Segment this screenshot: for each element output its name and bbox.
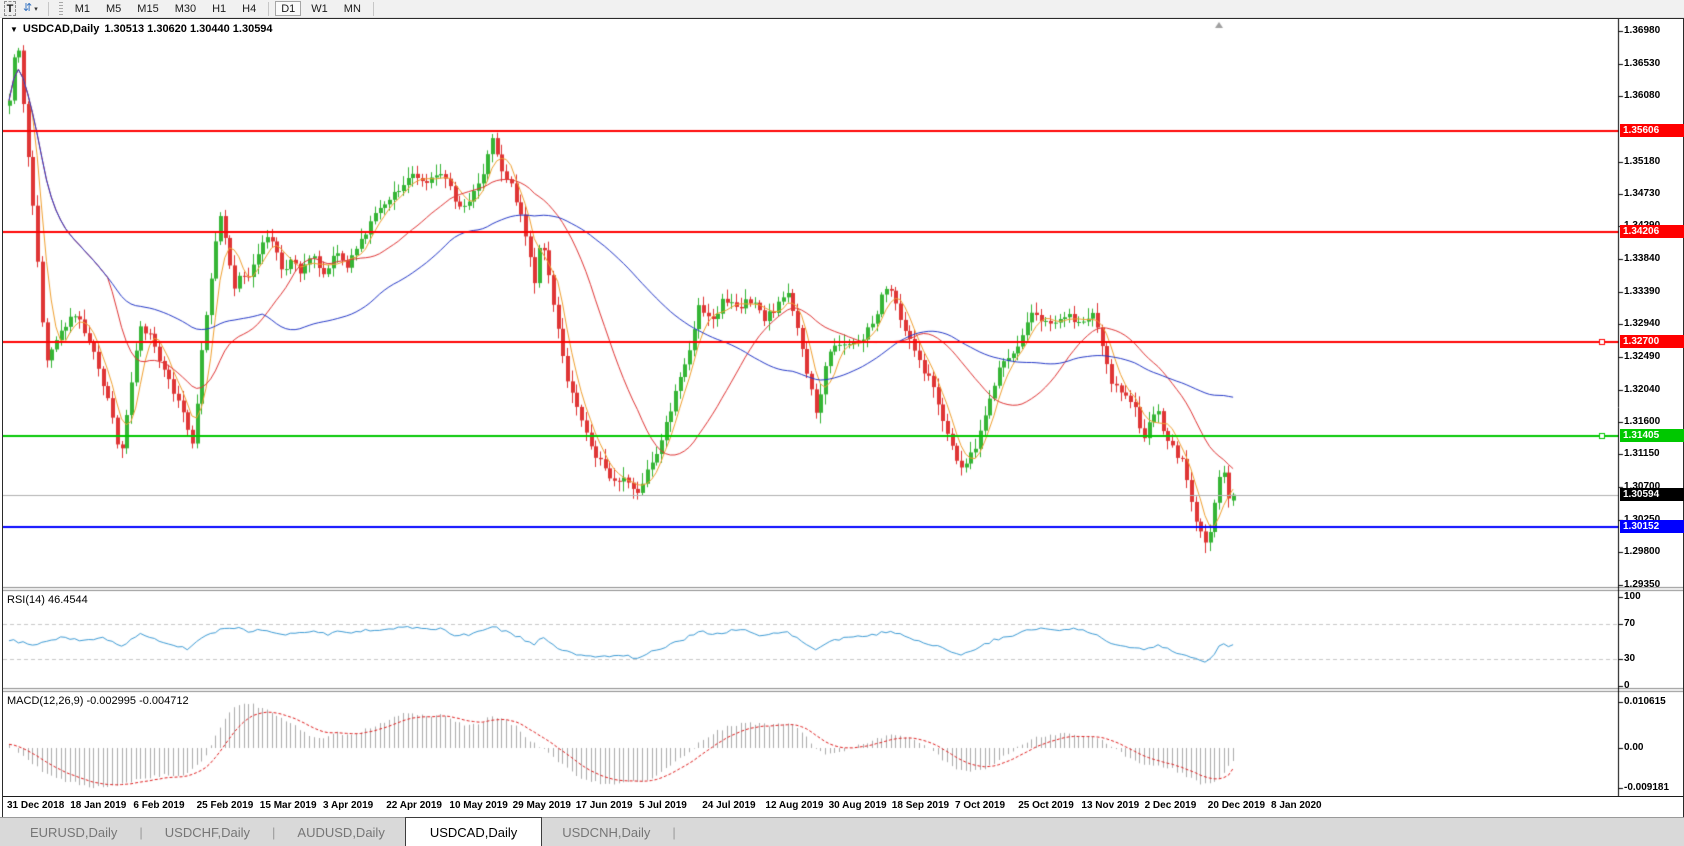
date-label: 25 Feb 2019	[196, 800, 254, 811]
toolbar-separator	[47, 1, 49, 16]
price-level-label[interactable]: 1.31405	[1620, 429, 1684, 442]
date-axis[interactable]: 31 Dec 2018 18 Jan 2019 6 Feb 2019 25 Feb 2…	[3, 796, 1683, 817]
date-label: 3 Apr 2019	[323, 800, 374, 811]
date-label: 17 Jun 2019	[575, 800, 633, 811]
price-tick-label: 1.35180	[1624, 156, 1661, 167]
timeframe-button-m15[interactable]: M15	[131, 1, 164, 16]
timeframe-button-w1[interactable]: W1	[305, 1, 334, 16]
timeframe-button-m30[interactable]: M30	[169, 1, 202, 16]
text-tool-button[interactable]: T	[4, 1, 16, 16]
timeframe-button-mn[interactable]: MN	[338, 1, 367, 16]
price-tick-label: 1.36980	[1624, 25, 1661, 36]
date-label: 2 Dec 2019	[1144, 800, 1197, 811]
date-label: 30 Aug 2019	[828, 800, 887, 811]
date-label: 15 Mar 2019	[259, 800, 317, 811]
timeframe-button-h4[interactable]: H4	[236, 1, 262, 16]
date-label: 24 Jul 2019	[702, 800, 756, 811]
price-tick-label: 1.29800	[1624, 546, 1661, 557]
tab-usdchf-daily[interactable]: USDCHF,Daily	[164, 824, 251, 840]
date-label: 29 May 2019	[512, 800, 571, 811]
macd-tick-label: 0.010615	[1624, 696, 1666, 707]
window-menu-icon[interactable]: ▼	[10, 24, 18, 34]
price-level-label[interactable]: 1.35606	[1620, 124, 1684, 137]
date-label: 7 Oct 2019	[955, 800, 1006, 811]
date-label: 20 Dec 2019	[1207, 800, 1266, 811]
price-tick-label: 1.32040	[1624, 384, 1661, 395]
price-level-label[interactable]: 1.34206	[1620, 225, 1684, 238]
rsi-tick-label: 0	[1624, 680, 1630, 691]
date-label: 25 Oct 2019	[1018, 800, 1074, 811]
date-label: 6 Feb 2019	[133, 800, 185, 811]
timeframe-button-m1[interactable]: M1	[69, 1, 96, 16]
chart-ohlc-values: 1.30513 1.30620 1.30440 1.30594	[104, 23, 273, 35]
tab-usdcad-daily[interactable]: USDCAD,Daily	[404, 817, 543, 846]
toolbar-separator	[372, 1, 374, 16]
price-tick-label: 1.29350	[1624, 579, 1661, 590]
chart-window: ▼ USDCAD,Daily 1.30513 1.30620 1.30440 1…	[2, 18, 1684, 817]
date-label: 31 Dec 2018	[7, 800, 65, 811]
price-chart-canvas[interactable]	[3, 19, 1683, 796]
macd-tick-label: -0.009181	[1624, 782, 1670, 793]
bid-price-label: 1.30594	[1620, 488, 1684, 501]
date-label: 12 Aug 2019	[765, 800, 824, 811]
rsi-tick-label: 100	[1624, 591, 1641, 602]
arrange-tool-button[interactable]: ⇵ ▾	[19, 1, 42, 16]
tab-separator: |	[139, 824, 143, 840]
toolbar-separator	[268, 1, 270, 16]
date-label: 18 Sep 2019	[891, 800, 950, 811]
price-tick-label: 1.32940	[1624, 318, 1661, 329]
macd-tick-label: 0.00	[1624, 742, 1644, 753]
price-tick-label: 1.31600	[1624, 416, 1661, 427]
date-label: 10 May 2019	[449, 800, 508, 811]
macd-label: MACD(12,26,9) -0.002995 -0.004712	[7, 695, 189, 707]
rsi-label: RSI(14) 46.4544	[7, 594, 88, 606]
chart-symbol-label: USDCAD,Daily	[22, 23, 100, 35]
price-tick-label: 1.31150	[1624, 448, 1660, 459]
tab-separator: |	[672, 824, 676, 840]
top-toolbar: T ⇵ ▾ M1 M5 M15 M30 H1 H4 D1 W1 MN	[0, 0, 1684, 18]
tab-eurusd-daily[interactable]: EURUSD,Daily	[30, 824, 118, 840]
price-tick-label: 1.30700	[1624, 481, 1661, 492]
tab-usdcnh-daily[interactable]: USDCNH,Daily	[562, 824, 651, 840]
date-label: 5 Jul 2019	[639, 800, 687, 811]
price-tick-label: 1.36530	[1624, 58, 1661, 69]
chart-title: ▼ USDCAD,Daily 1.30513 1.30620 1.30440 1…	[10, 23, 273, 35]
rsi-tick-label: 30	[1624, 653, 1636, 664]
price-level-label[interactable]: 1.30152	[1620, 520, 1684, 533]
timeframe-button-h1[interactable]: H1	[206, 1, 232, 16]
chart-tabs: EURUSD,Daily | USDCHF,Daily | AUDUSD,Daily US…	[0, 817, 1684, 846]
chevron-down-icon: ▾	[34, 5, 38, 13]
price-tick-label: 1.34730	[1624, 188, 1661, 199]
price-tick-label: 1.30250	[1624, 514, 1660, 525]
swap-arrows-icon: ⇵	[23, 2, 33, 14]
tab-audusd-daily[interactable]: AUDUSD,Daily	[297, 824, 385, 840]
price-tick-label: 1.36080	[1624, 90, 1661, 101]
date-label: 8 Jan 2020	[1271, 800, 1322, 811]
rsi-tick-label: 70	[1624, 618, 1636, 629]
date-label: 13 Nov 2019	[1081, 800, 1140, 811]
tab-separator: |	[272, 824, 276, 840]
timeframe-button-group: M1 M5 M15 M30 H1 H4 D1 W1 MN	[67, 1, 378, 16]
timeframe-button-m5[interactable]: M5	[100, 1, 127, 16]
price-tick-label: 1.33840	[1624, 253, 1661, 264]
date-label: 18 Jan 2019	[70, 800, 127, 811]
price-tick-label: 1.33390	[1624, 286, 1661, 297]
price-tick-label: 1.32490	[1624, 351, 1661, 362]
toolbar-drag-handle[interactable]	[58, 2, 63, 15]
timeframe-button-d1[interactable]: D1	[275, 1, 302, 16]
date-label: 22 Apr 2019	[386, 800, 442, 811]
price-level-label[interactable]: 1.32700	[1620, 335, 1684, 348]
